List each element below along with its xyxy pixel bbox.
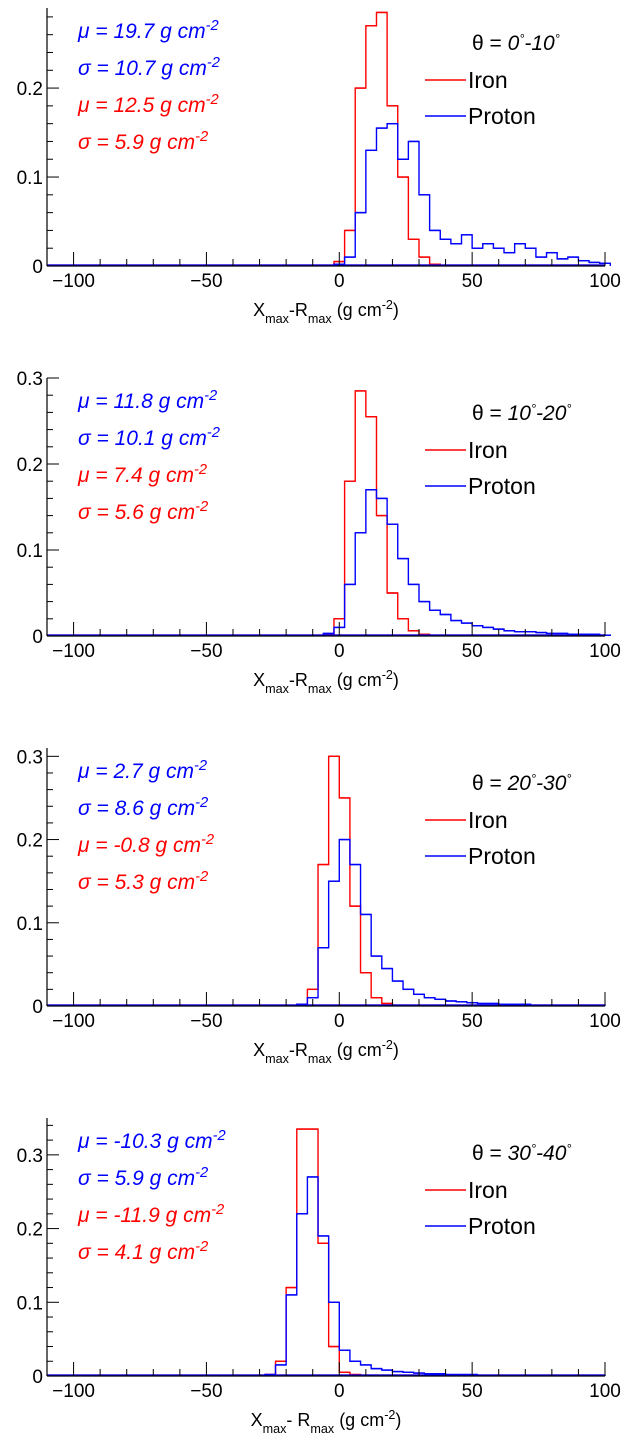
x-tick-label: 0 [334,1011,345,1032]
iron-outline [264,1128,362,1376]
iron-stat-label: σ = 4.1 g cm-2 [78,1239,208,1264]
x-tick-label: −50 [190,1011,222,1032]
iron-stat-label: μ = -0.8 g cm-2 [77,832,214,857]
y-tick-label: 0.1 [17,1293,43,1314]
x-tick-label: 50 [462,1011,483,1032]
proton-outline [264,1176,606,1376]
y-tick-label: 0 [32,1367,43,1388]
x-tick-label: −100 [52,1011,95,1032]
y-tick-label: 0.2 [17,455,43,476]
proton-stat-label: σ = 10.7 g cm-2 [78,55,220,80]
chart-panel-4: −100 −50 0 50 100 0 0.1 0.2 0.3 μ = -10.3 g cm-2 σ… [17,1118,621,1436]
theta-label: θ = 20°-30° [472,772,571,795]
x-tick-label: −50 [190,271,222,292]
proton-stat-label: σ = 5.9 g cm-2 [78,1165,208,1190]
proton-outline [333,122,612,266]
y-tick-label: 0.3 [17,370,43,390]
x-tick-label: 100 [589,1381,621,1402]
iron-legend-label: Iron [468,437,508,463]
y-tick-label: 0.2 [17,1220,43,1241]
iron-stat-label: μ = 7.4 g cm-2 [77,462,207,487]
iron-legend-label: Iron [468,807,508,833]
x-tick-label: 0 [334,271,345,292]
proton-legend-label: Proton [468,473,536,499]
iron-legend-label: Iron [468,1177,508,1203]
x-tick-label: 0 [334,1381,345,1402]
y-tick-label: 0.1 [17,914,43,935]
chart-panel-1: −100 −50 0 50 100 0 0.1 0.2 μ = 19.7 g cm-2 σ = 1… [17,8,621,326]
x-tick-label: 50 [462,271,483,292]
proton-stat-label: σ = 10.1 g cm-2 [78,425,220,450]
proton-outline [322,489,612,636]
iron-stat-label: σ = 5.3 g cm-2 [78,869,208,894]
proton-legend-label: Proton [468,843,536,869]
iron-stat-label: μ = 12.5 g cm-2 [77,92,219,117]
iron-legend-label: Iron [468,67,508,93]
chart-panel-2: −100 −50 0 50 100 0 0.1 0.2 0.3 μ = 11.8 g cm-2 σ … [17,370,621,696]
y-tick-label: 0 [32,257,43,278]
chart-panel-3: −100 −50 0 50 100 0 0.1 0.2 0.3 μ = 2.7 g cm-2 σ =… [17,747,621,1066]
proton-outline [296,838,606,1006]
x-axis-title: Xmax- Rmax (g cm-2) [251,1408,402,1436]
proton-stat-label: μ = 11.8 g cm-2 [77,388,217,413]
x-tick-label: −50 [190,1381,222,1402]
x-tick-label: 100 [589,1011,621,1032]
y-tick-label: 0 [32,997,43,1018]
y-tick-label: 0.3 [17,1146,43,1167]
x-axis-title: Xmax-Rmax (g cm-2) [253,298,399,326]
y-tick-label: 0.2 [17,831,43,852]
proton-stat-label: σ = 8.6 g cm-2 [78,795,208,820]
iron-outline [333,11,441,266]
y-tick-label: 0.1 [17,168,43,189]
x-axis-title: Xmax-Rmax (g cm-2) [253,1038,399,1066]
iron-stat-label: μ = -11.9 g cm-2 [77,1202,224,1227]
theta-label: θ = 30°-40° [472,1142,571,1165]
x-tick-label: 100 [589,271,621,292]
proton-stat-label: μ = -10.3 g cm-2 [77,1128,226,1153]
proton-legend-label: Proton [468,103,536,129]
theta-label: θ = 10°-20° [472,402,571,425]
x-tick-label: −100 [52,271,95,292]
iron-outline [322,390,431,636]
y-tick-label: 0 [32,627,43,648]
theta-label: θ = 0°-10° [472,32,560,55]
x-tick-label: −100 [52,641,95,662]
proton-stat-label: μ = 2.7 g cm-2 [77,758,207,783]
x-tick-label: 0 [334,641,345,662]
x-tick-label: 50 [462,1381,483,1402]
x-tick-label: −50 [190,641,222,662]
y-tick-label: 0.2 [17,79,43,100]
y-tick-label: 0.1 [17,541,43,562]
proton-histogram [47,122,612,266]
iron-stat-label: σ = 5.9 g cm-2 [78,129,208,154]
x-tick-label: −100 [52,1381,95,1402]
x-axis-title: Xmax-Rmax (g cm-2) [253,668,399,696]
x-tick-label: 50 [462,641,483,662]
x-tick-label: 100 [589,641,621,662]
iron-stat-label: σ = 5.6 g cm-2 [78,499,208,524]
proton-histogram [47,838,606,1006]
proton-stat-label: μ = 19.7 g cm-2 [77,18,219,43]
y-tick-label: 0.3 [17,747,43,768]
proton-legend-label: Proton [468,1213,536,1239]
